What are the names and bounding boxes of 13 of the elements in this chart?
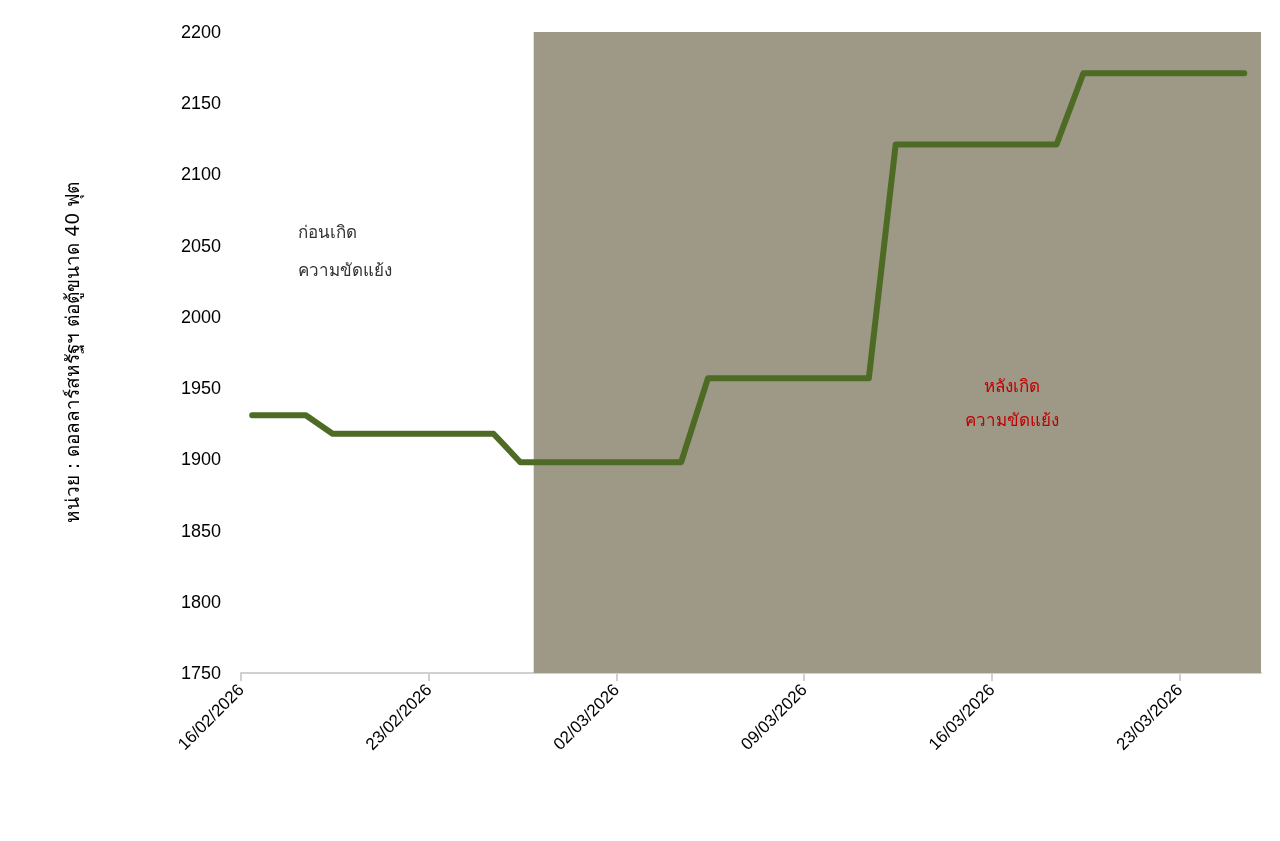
y-tick-label: 2000	[180, 306, 221, 327]
y-axis-title: หน่วย : ดอลลาร์สหรัฐฯ ต่อตู้ขนาด 40 ฟุต	[60, 181, 85, 524]
y-tick-label: 2050	[180, 235, 221, 256]
y-tick-label: 2100	[180, 164, 221, 185]
y-tick-label: 1950	[180, 378, 221, 399]
y-tick-label: 1850	[180, 520, 221, 541]
y-tick-label: 1750	[180, 663, 221, 683]
y-tick-label: 2150	[180, 93, 221, 114]
y-tick-label: 2200	[180, 22, 221, 42]
y-tick-label: 1900	[180, 449, 221, 470]
y-tick-label: 1800	[180, 591, 221, 612]
annotation: ก่อนเกิด ความขัดแย้ง	[298, 222, 392, 280]
band-label: หลังเกิด ความขัดแย้ง	[965, 375, 1060, 430]
